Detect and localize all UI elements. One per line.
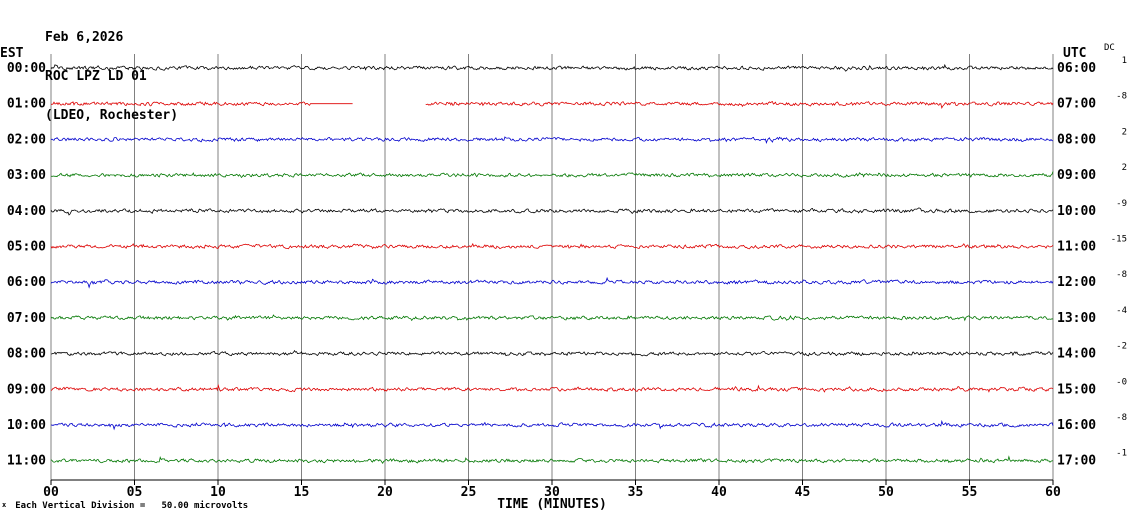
header-location: (LDEO, Rochester) — [45, 108, 179, 123]
dc-value-label: 2 — [1122, 127, 1127, 137]
x-tick-label: 15 — [294, 485, 310, 500]
dc-value-label: -9 — [1116, 199, 1127, 209]
header: Feb 6,2026 ROC LPZ LD 01 (LDEO, Rocheste… — [45, 5, 178, 148]
utc-hour-label: 07:00 — [1057, 97, 1096, 112]
trace-line — [51, 100, 1054, 109]
utc-hour-label: 10:00 — [1057, 204, 1096, 219]
dc-value-label: 1 — [1122, 56, 1127, 66]
dc-value-label: -8 — [1116, 270, 1127, 280]
x-tick-label: 60 — [1045, 485, 1061, 500]
est-hour-label: 07:00 — [7, 311, 46, 326]
x-tick-label: 45 — [795, 485, 811, 500]
utc-hour-label: 15:00 — [1057, 382, 1096, 397]
x-tick-label: 40 — [711, 485, 727, 500]
est-hour-label: 04:00 — [7, 204, 46, 219]
est-hour-label: 02:00 — [7, 132, 46, 147]
trace-line — [50, 207, 1054, 216]
left-axis-label: EST — [0, 46, 24, 61]
est-hour-label: 06:00 — [7, 275, 46, 290]
x-tick-label: 25 — [461, 485, 477, 500]
x-tick-label: 35 — [628, 485, 644, 500]
trace-line — [50, 314, 1054, 322]
trace-line — [50, 455, 1054, 464]
est-hour-label: 09:00 — [7, 382, 46, 397]
x-tick-label: 10 — [210, 485, 226, 500]
trace-line — [50, 276, 1054, 289]
est-hour-label: 00:00 — [7, 61, 46, 76]
x-tick-label: 55 — [962, 485, 978, 500]
dc-value-label: -15 — [1111, 235, 1127, 245]
est-hour-label: 01:00 — [7, 97, 46, 112]
x-tick-label: 00 — [43, 485, 59, 500]
header-station: ROC LPZ LD 01 — [45, 69, 147, 84]
utc-hour-label: 08:00 — [1057, 132, 1096, 147]
trace-line — [50, 349, 1054, 357]
est-hour-label: 05:00 — [7, 240, 46, 255]
utc-hour-label: 12:00 — [1057, 275, 1096, 290]
x-axis-title: TIME (MINUTES) — [497, 497, 607, 512]
est-hour-label: 03:00 — [7, 168, 46, 183]
header-date: Feb 6,2026 — [45, 30, 124, 45]
dc-value-label: -1 — [1116, 449, 1127, 459]
est-hour-label: 10:00 — [7, 418, 46, 433]
trace-line — [50, 63, 1054, 72]
dc-value-label: -8 — [1116, 92, 1127, 102]
dc-value-label: -2 — [1116, 342, 1127, 352]
x-tick-label: 50 — [878, 485, 894, 500]
trace-line — [50, 242, 1054, 250]
scale-note: Each Vertical Division = 50.00 microvolt… — [15, 501, 249, 511]
trace-line — [50, 419, 1054, 431]
utc-hour-label: 09:00 — [1057, 168, 1096, 183]
utc-hour-label: 11:00 — [1057, 240, 1096, 255]
est-hour-label: 08:00 — [7, 347, 46, 362]
x-tick-label: 20 — [377, 485, 393, 500]
trace-line — [50, 136, 1054, 144]
trace-line — [50, 171, 1054, 179]
utc-hour-label: 16:00 — [1057, 418, 1096, 433]
footer: x Each Vertical Division = 50.00 microvol… — [2, 501, 248, 511]
dc-value-label: -8 — [1116, 413, 1127, 423]
footer-glyph: x — [2, 501, 7, 509]
utc-hour-label: 14:00 — [1057, 347, 1096, 362]
dc-value-label: 2 — [1122, 163, 1127, 173]
dc-value-label: -4 — [1116, 306, 1127, 316]
est-hour-label: 11:00 — [7, 454, 46, 469]
trace-line — [50, 383, 1054, 393]
right-axis-label: UTC — [1063, 46, 1087, 61]
x-tick-label: 05 — [127, 485, 143, 500]
utc-hour-label: 17:00 — [1057, 454, 1096, 469]
dc-value-label: -0 — [1116, 377, 1127, 387]
utc-hour-label: 06:00 — [1057, 61, 1096, 76]
dc-axis-label: DC — [1104, 43, 1115, 53]
utc-hour-label: 13:00 — [1057, 311, 1096, 326]
x-tick-label: 30 — [544, 485, 560, 500]
